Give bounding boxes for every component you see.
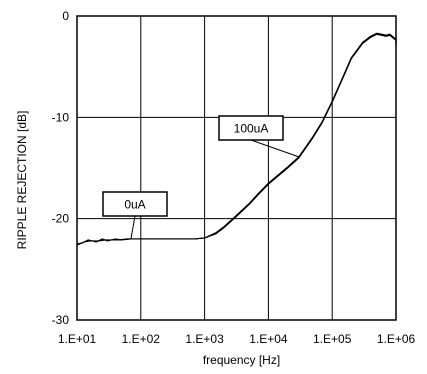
y-tick-label: 0	[62, 9, 69, 23]
callout-box	[102, 191, 168, 217]
x-tick-label: 1.E+03	[185, 332, 224, 346]
plot-frame	[76, 15, 397, 321]
frame-layer	[76, 15, 397, 321]
y-tick-label: -20	[52, 212, 70, 226]
x-tick-label: 1.E+01	[58, 332, 97, 346]
grid-layer	[76, 15, 397, 321]
y-tick-label: -30	[52, 313, 70, 327]
x-axis-label: frequency [Hz]	[203, 353, 280, 367]
callout-leader-line	[130, 215, 136, 240]
x-tick-label: 1.E+06	[377, 332, 416, 346]
y-tick-label: -10	[52, 110, 70, 124]
callout-box	[218, 115, 284, 141]
y-axis-label: RIPPLE REJECTION [dB]	[15, 111, 29, 250]
tick-layer: 1.E+01 1.E+02 1.E+03 1.E+04 1.E+05 1.E+06 -30 -…	[52, 9, 416, 346]
annotation-layer: 0uA 100uA	[102, 115, 300, 240]
callout-leader-line	[250, 139, 300, 158]
series-layer	[76, 32, 397, 246]
series-line-100uA	[76, 32, 397, 246]
x-tick-label: 1.E+05	[313, 332, 352, 346]
x-tick-label: 1.E+02	[122, 332, 161, 346]
callout-label: 0uA	[124, 198, 145, 212]
x-tick-label: 1.E+04	[249, 332, 288, 346]
callout-label: 100uA	[234, 122, 269, 136]
